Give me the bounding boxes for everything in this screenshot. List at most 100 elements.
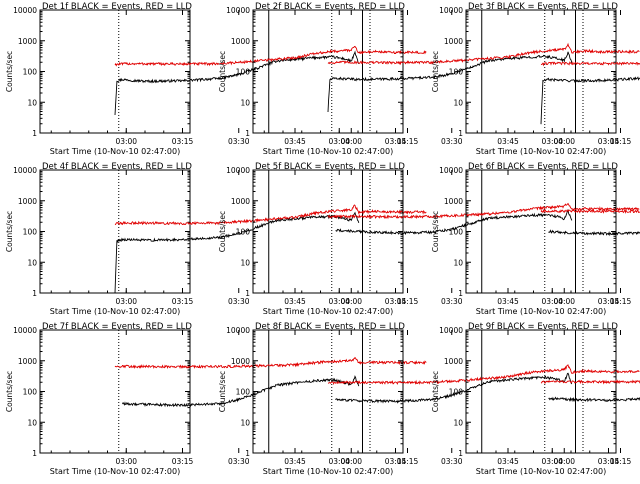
y-tick-label: 100 [236,228,251,237]
y-tick-label: 100 [23,68,38,77]
y-tick-label: 100 [23,388,38,397]
x-tick-label: 03:30 [228,457,250,466]
x-axis-label: Start Time (10-Nov-10 02:47:00) [263,307,393,316]
x-tick-label: 03:00 [115,137,137,146]
y-axis-label: Counts/sec [431,371,440,412]
chart-panel-3: Det 3f BLACK = Events, RED = LLD11010010… [431,2,640,156]
y-tick-label: 1 [32,129,37,138]
y-tick-label: 1000 [231,37,250,46]
x-tick-label: 03:00 [541,457,563,466]
x-tick-label: 03:00 [115,297,137,306]
events-series-line [115,52,359,115]
lld-series-line [115,358,426,368]
x-tick-label: 03:45 [284,137,306,146]
plot-frame [466,330,616,453]
x-tick-label: 03:15 [385,137,407,146]
plot-frame [253,170,403,293]
y-axis-label: Counts/sec [218,51,227,92]
y-tick-label: 1000 [18,357,37,366]
y-tick-label: 10000 [226,166,250,175]
y-axis-label: Counts/sec [431,51,440,92]
y-tick-label: 10000 [439,326,463,335]
x-tick-label: 03:00 [328,297,350,306]
y-tick-label: 1 [245,449,250,458]
y-tick-label: 100 [23,228,38,237]
y-tick-label: 100 [449,228,464,237]
x-tick-label: 03:30 [441,457,463,466]
y-tick-label: 1000 [444,37,463,46]
x-tick-label: 03:15 [172,457,194,466]
y-tick-label: 100 [236,388,251,397]
x-axis-label: Start Time (10-Nov-10 02:47:00) [476,467,606,476]
y-tick-label: 10 [240,418,250,427]
x-tick-label: 03:45 [284,297,306,306]
events-series-line [328,52,572,112]
y-tick-label: 10 [453,258,463,267]
y-tick-label: 10000 [226,6,250,15]
lld-series-line [541,45,640,65]
y-tick-label: 10 [453,98,463,107]
y-tick-label: 1000 [444,197,463,206]
y-tick-label: 10000 [439,166,463,175]
y-tick-label: 10000 [13,6,37,15]
y-tick-label: 10 [453,418,463,427]
y-tick-label: 1 [32,289,37,298]
y-tick-label: 1 [458,289,463,298]
x-tick-label: 03:15 [172,137,194,146]
y-tick-label: 10 [240,98,250,107]
x-axis-label: Start Time (10-Nov-10 02:47:00) [476,307,606,316]
y-axis-label: Counts/sec [5,51,14,92]
x-tick-label: 03:45 [284,457,306,466]
y-tick-label: 1 [245,129,250,138]
y-tick-label: 1 [245,289,250,298]
y-axis-label: Counts/sec [218,371,227,412]
y-axis-label: Counts/sec [5,371,14,412]
y-tick-label: 10000 [226,326,250,335]
lld-series-line [541,365,640,384]
x-axis-label: Start Time (10-Nov-10 02:47:00) [263,467,393,476]
y-tick-label: 1 [458,449,463,458]
x-tick-label: 03:00 [328,457,350,466]
x-tick-label: 03:30 [441,297,463,306]
x-tick-label: 03:45 [497,297,519,306]
y-tick-label: 1000 [231,197,250,206]
plot-frame [40,170,190,293]
x-tick-label: 03:00 [115,457,137,466]
y-tick-label: 1000 [444,357,463,366]
x-tick-label: 03:15 [385,457,407,466]
y-tick-label: 1 [458,129,463,138]
y-tick-label: 100 [449,68,464,77]
plot-frame [466,170,616,293]
x-tick-label: 03:00 [541,137,563,146]
plot-frame [253,330,403,453]
y-tick-label: 10 [27,98,37,107]
y-tick-label: 10000 [13,326,37,335]
events-series-line [549,374,640,402]
x-tick-label: 03:45 [497,137,519,146]
x-tick-label: 03:15 [385,297,407,306]
x-tick-label: 03:15 [598,297,620,306]
x-axis-label: Start Time (10-Nov-10 02:47:00) [476,147,606,156]
chart-panel-9: Det 9f BLACK = Events, RED = LLD11010010… [431,322,640,476]
y-axis-label: Counts/sec [5,211,14,252]
y-axis-label: Counts/sec [218,211,227,252]
y-tick-label: 1000 [231,357,250,366]
x-tick-label: 03:00 [328,137,350,146]
y-tick-label: 10000 [13,166,37,175]
y-tick-label: 1000 [18,197,37,206]
x-tick-label: 03:00 [541,297,563,306]
x-axis-label: Start Time (10-Nov-10 02:47:00) [50,147,180,156]
x-tick-label: 03:45 [497,457,519,466]
x-axis-label: Start Time (10-Nov-10 02:47:00) [263,147,393,156]
y-tick-label: 100 [236,68,251,77]
y-tick-label: 10 [27,418,37,427]
x-tick-label: 03:30 [441,137,463,146]
x-tick-label: 03:15 [172,297,194,306]
chart-panel-6: Det 6f BLACK = Events, RED = LLD11010010… [431,162,640,316]
y-tick-label: 10000 [439,6,463,15]
x-tick-label: 03:30 [228,137,250,146]
y-tick-label: 10 [27,258,37,267]
y-tick-label: 1000 [18,37,37,46]
